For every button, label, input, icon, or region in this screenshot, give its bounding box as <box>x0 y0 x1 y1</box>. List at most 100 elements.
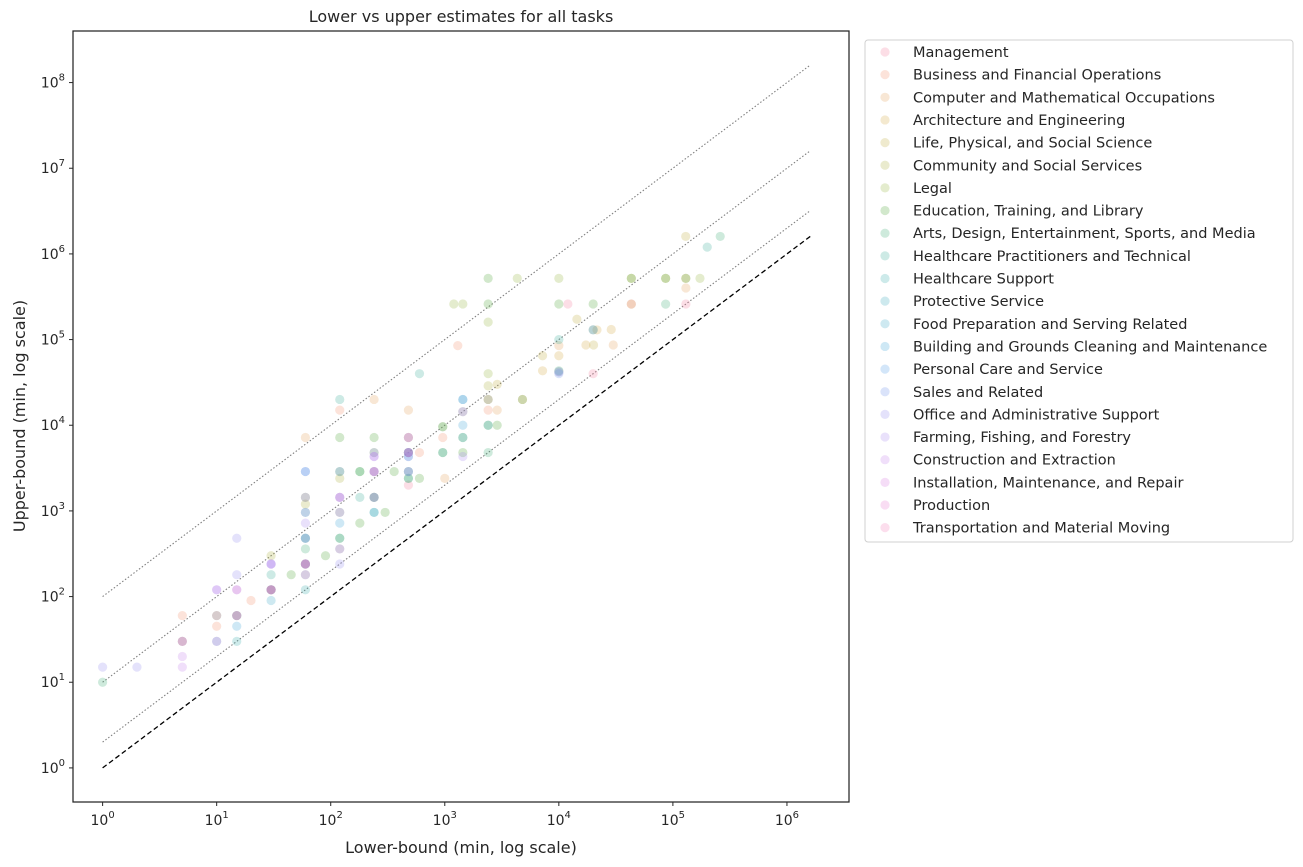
point-s13-1 <box>266 585 276 595</box>
x-tick-label-2: 102 <box>319 810 343 829</box>
legend-marker-6 <box>880 183 890 193</box>
legend-marker-0 <box>880 47 890 57</box>
point-s17-2 <box>300 518 311 528</box>
point-s6-1 <box>483 317 493 327</box>
point-s7-8 <box>369 492 379 502</box>
legend-label-5: Community and Social Services <box>913 158 1142 174</box>
point-s18-2 <box>212 585 222 595</box>
point-s15-5 <box>554 369 564 379</box>
point-s5-0 <box>266 551 276 561</box>
point-s19-5 <box>335 507 345 518</box>
point-s17-4 <box>403 432 414 443</box>
legend-label-16: Office and Administrative Support <box>913 407 1160 423</box>
point-s20-3 <box>266 585 276 595</box>
legend-marker-10 <box>880 273 890 284</box>
point-s5-4 <box>403 432 414 443</box>
point-s12-6 <box>458 432 468 443</box>
point-s7-34 <box>483 273 493 283</box>
point-s2-2 <box>403 405 414 415</box>
legend-label-12: Food Preparation and Serving Related <box>913 317 1187 333</box>
reference-line-2 <box>102 150 811 683</box>
point-s21-2 <box>300 570 311 580</box>
point-s9-3 <box>355 492 365 502</box>
point-s7-11 <box>389 466 399 477</box>
point-s13-0 <box>232 621 242 631</box>
legend-marker-8 <box>880 228 890 238</box>
y-tick-label-2: 102 <box>41 587 65 606</box>
point-s0-2 <box>588 369 598 379</box>
point-s1-4 <box>212 621 222 631</box>
legend-label-10: Healthcare Support <box>913 272 1054 288</box>
point-s20-1 <box>212 610 222 621</box>
legend: Management Business and Financial Operati… <box>864 39 1294 543</box>
point-s19-1 <box>212 636 222 646</box>
point-s6-3 <box>554 273 564 283</box>
legend-label-9: Healthcare Practitioners and Technical <box>913 249 1191 265</box>
point-s3-6 <box>581 340 591 350</box>
point-s7-12 <box>403 473 414 483</box>
point-s5-1 <box>300 499 311 509</box>
point-s15-0 <box>300 533 311 543</box>
point-s6-0 <box>458 299 468 309</box>
point-s19-0 <box>177 636 187 646</box>
legend-marker-4 <box>880 138 890 148</box>
y-tick-label-1: 101 <box>41 672 65 691</box>
y-tick-label-0: 100 <box>41 758 65 777</box>
point-s2-4 <box>517 394 528 405</box>
point-s8-5 <box>369 466 379 477</box>
point-s1-1 <box>335 405 345 415</box>
legend-label-17: Farming, Fishing, and Forestry <box>913 430 1131 446</box>
x-axis-label: Lower-bound (min, log scale) <box>345 838 577 857</box>
point-s7-24 <box>588 299 598 309</box>
point-s4-4 <box>681 231 691 242</box>
point-s7-3 <box>335 533 345 543</box>
point-s7-26 <box>661 273 671 283</box>
point-s20-4 <box>300 559 311 569</box>
legend-label-0: Management <box>913 45 1009 61</box>
point-s14-4 <box>458 394 468 405</box>
point-s17-0 <box>212 585 222 595</box>
point-s11-3 <box>403 447 414 458</box>
legend-marker-17 <box>880 432 890 442</box>
legend-label-11: Protective Service <box>913 294 1044 310</box>
point-s7-17 <box>458 432 468 443</box>
reference-lines <box>102 64 811 769</box>
legend-marker-20 <box>880 500 890 510</box>
data-points <box>98 231 725 687</box>
point-s0-4 <box>681 299 691 309</box>
legend-label-18: Construction and Extraction <box>913 453 1116 469</box>
point-s8-8 <box>483 447 493 458</box>
point-s14-0 <box>300 466 311 477</box>
point-s13-4 <box>369 492 379 502</box>
legend-label-4: Life, Physical, and Social Science <box>913 136 1152 152</box>
point-s18-3 <box>266 559 276 569</box>
y-tick-label-7: 107 <box>41 158 65 177</box>
x-tick-label-6: 106 <box>775 810 799 829</box>
point-s15-2 <box>335 466 345 477</box>
point-s14-5 <box>554 367 564 377</box>
legend-label-2: Computer and Mathematical Occupations <box>913 90 1215 106</box>
point-s6-4 <box>449 299 459 309</box>
point-s9-5 <box>266 570 276 580</box>
point-s0-6 <box>403 480 414 490</box>
point-s9-6 <box>554 334 564 345</box>
point-s3-2 <box>626 299 636 309</box>
point-s9-1 <box>414 369 425 379</box>
point-s12-3 <box>335 544 345 554</box>
point-s7-33 <box>320 551 331 561</box>
point-s1-3 <box>177 610 187 621</box>
legend-label-8: Arts, Design, Entertainment, Sports, and… <box>913 226 1256 242</box>
point-s1-2 <box>414 447 425 458</box>
point-s16-1 <box>132 662 142 672</box>
point-s10-3 <box>369 507 379 518</box>
point-s8-7 <box>438 422 448 432</box>
point-s6-6 <box>695 273 705 283</box>
point-s9-0 <box>335 394 345 405</box>
point-s3-1 <box>592 325 602 335</box>
point-s3-5 <box>537 366 548 376</box>
point-s12-2 <box>300 570 311 580</box>
x-tick-label-1: 101 <box>205 810 229 829</box>
point-s16-0 <box>98 662 108 672</box>
point-s21-6 <box>403 447 414 458</box>
